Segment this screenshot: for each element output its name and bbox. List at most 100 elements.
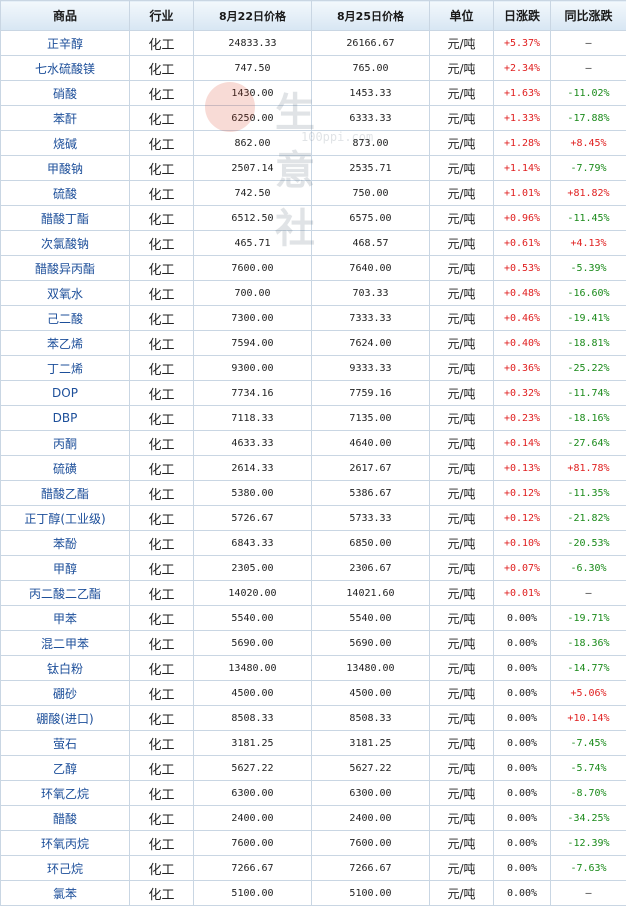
industry-cell: 化工 — [129, 330, 194, 356]
table-row: 醋酸丁酯 化工 6512.50 6575.00 元/吨 +0.96% -11.45% — [0, 205, 626, 231]
industry-cell: 化工 — [129, 680, 194, 706]
unit-cell: 元/吨 — [429, 530, 494, 556]
header-product: 商品 — [0, 0, 130, 31]
product-name-link[interactable]: 甲苯 — [0, 605, 130, 631]
product-name-link[interactable]: DBP — [0, 405, 130, 431]
table-row: 丁二烯 化工 9300.00 9333.33 元/吨 +0.36% -25.22% — [0, 355, 626, 381]
price-date2-cell: 5627.22 — [311, 755, 430, 781]
table-row: 双氧水 化工 700.00 703.33 元/吨 +0.48% -16.60% — [0, 280, 626, 306]
product-name-link[interactable]: 己二酸 — [0, 305, 130, 331]
product-name-link[interactable]: 丙二酸二乙酯 — [0, 580, 130, 606]
daily-change-cell: +0.96% — [493, 205, 551, 231]
daily-change-cell: +1.63% — [493, 80, 551, 106]
product-name-link[interactable]: 醋酸乙酯 — [0, 480, 130, 506]
price-date1-cell: 7600.00 — [193, 255, 312, 281]
unit-cell: 元/吨 — [429, 480, 494, 506]
unit-cell: 元/吨 — [429, 80, 494, 106]
header-date2: 8月25日价格 — [311, 0, 430, 31]
price-date1-cell: 2305.00 — [193, 555, 312, 581]
unit-cell: 元/吨 — [429, 180, 494, 206]
product-name-link[interactable]: 环氧丙烷 — [0, 830, 130, 856]
table-row: 苯酐 化工 6250.00 6333.33 元/吨 +1.33% -17.88% — [0, 105, 626, 131]
product-name-link[interactable]: DOP — [0, 380, 130, 406]
price-date1-cell: 465.71 — [193, 230, 312, 256]
industry-cell: 化工 — [129, 880, 194, 906]
product-name-link[interactable]: 双氧水 — [0, 280, 130, 306]
industry-cell: 化工 — [129, 855, 194, 881]
yoy-change-cell: — — [550, 55, 626, 81]
product-name-link[interactable]: 醋酸异丙酯 — [0, 255, 130, 281]
price-date2-cell: 873.00 — [311, 130, 430, 156]
price-date2-cell: 6300.00 — [311, 780, 430, 806]
product-name-link[interactable]: 混二甲苯 — [0, 630, 130, 656]
product-name-link[interactable]: 苯酐 — [0, 105, 130, 131]
industry-cell: 化工 — [129, 105, 194, 131]
industry-cell: 化工 — [129, 755, 194, 781]
industry-cell: 化工 — [129, 655, 194, 681]
product-name-link[interactable]: 甲醇 — [0, 555, 130, 581]
product-name-link[interactable]: 苯酚 — [0, 530, 130, 556]
daily-change-cell: +0.32% — [493, 380, 551, 406]
industry-cell: 化工 — [129, 280, 194, 306]
table-row: 硼酸(进口) 化工 8508.33 8508.33 元/吨 0.00% +10.14% — [0, 705, 626, 731]
yoy-change-cell: — — [550, 880, 626, 906]
yoy-change-cell: — — [550, 30, 626, 56]
product-name-link[interactable]: 正辛醇 — [0, 30, 130, 56]
yoy-change-cell: +10.14% — [550, 705, 626, 731]
product-name-link[interactable]: 乙醇 — [0, 755, 130, 781]
unit-cell: 元/吨 — [429, 105, 494, 131]
yoy-change-cell: -6.30% — [550, 555, 626, 581]
unit-cell: 元/吨 — [429, 380, 494, 406]
price-date2-cell: 6850.00 — [311, 530, 430, 556]
product-name-link[interactable]: 甲酸钠 — [0, 155, 130, 181]
daily-change-cell: 0.00% — [493, 680, 551, 706]
price-date1-cell: 5627.22 — [193, 755, 312, 781]
product-name-link[interactable]: 钛白粉 — [0, 655, 130, 681]
price-date2-cell: 2400.00 — [311, 805, 430, 831]
product-name-link[interactable]: 环己烷 — [0, 855, 130, 881]
product-name-link[interactable]: 萤石 — [0, 730, 130, 756]
unit-cell: 元/吨 — [429, 880, 494, 906]
industry-cell: 化工 — [129, 580, 194, 606]
product-name-link[interactable]: 正丁醇(工业级) — [0, 505, 130, 531]
product-name-link[interactable]: 醋酸 — [0, 805, 130, 831]
table-row: 七水硫酸镁 化工 747.50 765.00 元/吨 +2.34% — — [0, 55, 626, 81]
table-row: 硝酸 化工 1430.00 1453.33 元/吨 +1.63% -11.02% — [0, 80, 626, 106]
table-row: 醋酸乙酯 化工 5380.00 5386.67 元/吨 +0.12% -11.35% — [0, 480, 626, 506]
daily-change-cell: +5.37% — [493, 30, 551, 56]
industry-cell: 化工 — [129, 55, 194, 81]
product-name-link[interactable]: 硼酸(进口) — [0, 705, 130, 731]
product-name-link[interactable]: 硝酸 — [0, 80, 130, 106]
table-row: 环己烷 化工 7266.67 7266.67 元/吨 0.00% -7.63% — [0, 855, 626, 881]
product-name-link[interactable]: 烧碱 — [0, 130, 130, 156]
yoy-change-cell: -14.77% — [550, 655, 626, 681]
industry-cell: 化工 — [129, 80, 194, 106]
product-name-link[interactable]: 丁二烯 — [0, 355, 130, 381]
price-date2-cell: 468.57 — [311, 230, 430, 256]
product-name-link[interactable]: 硼砂 — [0, 680, 130, 706]
price-date2-cell: 5733.33 — [311, 505, 430, 531]
unit-cell: 元/吨 — [429, 455, 494, 481]
product-name-link[interactable]: 环氧乙烷 — [0, 780, 130, 806]
product-name-link[interactable]: 硫酸 — [0, 180, 130, 206]
table-row: 苯酚 化工 6843.33 6850.00 元/吨 +0.10% -20.53% — [0, 530, 626, 556]
industry-cell: 化工 — [129, 180, 194, 206]
product-name-link[interactable]: 氯苯 — [0, 880, 130, 906]
price-date1-cell: 1430.00 — [193, 80, 312, 106]
price-date2-cell: 5540.00 — [311, 605, 430, 631]
product-name-link[interactable]: 七水硫酸镁 — [0, 55, 130, 81]
price-date1-cell: 9300.00 — [193, 355, 312, 381]
unit-cell: 元/吨 — [429, 405, 494, 431]
yoy-change-cell: — — [550, 580, 626, 606]
yoy-change-cell: -19.41% — [550, 305, 626, 331]
product-name-link[interactable]: 苯乙烯 — [0, 330, 130, 356]
product-name-link[interactable]: 丙酮 — [0, 430, 130, 456]
price-date1-cell: 6843.33 — [193, 530, 312, 556]
product-name-link[interactable]: 醋酸丁酯 — [0, 205, 130, 231]
price-date1-cell: 2507.14 — [193, 155, 312, 181]
product-name-link[interactable]: 硫磺 — [0, 455, 130, 481]
table-row: 丙酮 化工 4633.33 4640.00 元/吨 +0.14% -27.64% — [0, 430, 626, 456]
industry-cell: 化工 — [129, 355, 194, 381]
product-name-link[interactable]: 次氯酸钠 — [0, 230, 130, 256]
